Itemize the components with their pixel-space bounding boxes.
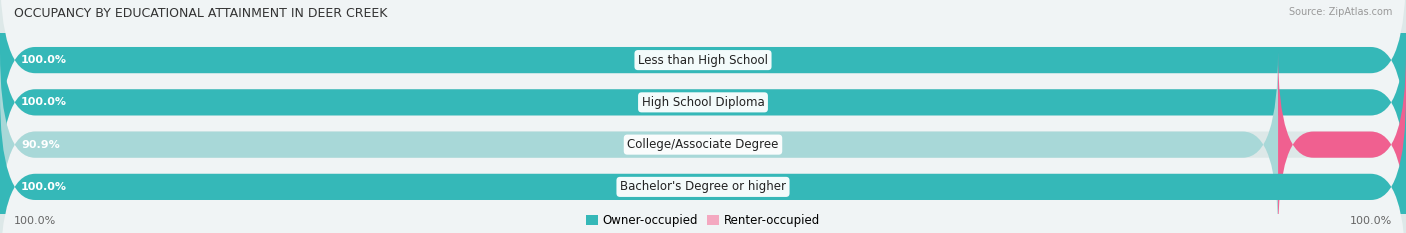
Text: Source: ZipAtlas.com: Source: ZipAtlas.com: [1288, 7, 1392, 17]
FancyBboxPatch shape: [0, 52, 1406, 233]
Text: Bachelor's Degree or higher: Bachelor's Degree or higher: [620, 180, 786, 193]
FancyBboxPatch shape: [0, 10, 1406, 195]
FancyBboxPatch shape: [0, 52, 1278, 233]
Text: College/Associate Degree: College/Associate Degree: [627, 138, 779, 151]
FancyBboxPatch shape: [0, 10, 1406, 195]
FancyBboxPatch shape: [0, 0, 1406, 153]
Text: Less than High School: Less than High School: [638, 54, 768, 67]
Text: OCCUPANCY BY EDUCATIONAL ATTAINMENT IN DEER CREEK: OCCUPANCY BY EDUCATIONAL ATTAINMENT IN D…: [14, 7, 388, 20]
FancyBboxPatch shape: [0, 0, 1406, 153]
FancyBboxPatch shape: [0, 94, 1406, 233]
Text: 100.0%: 100.0%: [21, 97, 67, 107]
Text: High School Diploma: High School Diploma: [641, 96, 765, 109]
FancyBboxPatch shape: [1278, 52, 1406, 233]
FancyBboxPatch shape: [0, 94, 1406, 233]
Text: 100.0%: 100.0%: [1350, 216, 1392, 226]
Legend: Owner-occupied, Renter-occupied: Owner-occupied, Renter-occupied: [586, 214, 820, 227]
Text: 90.9%: 90.9%: [21, 140, 60, 150]
Text: 100.0%: 100.0%: [21, 55, 67, 65]
Text: 100.0%: 100.0%: [21, 182, 67, 192]
Text: 100.0%: 100.0%: [14, 216, 56, 226]
